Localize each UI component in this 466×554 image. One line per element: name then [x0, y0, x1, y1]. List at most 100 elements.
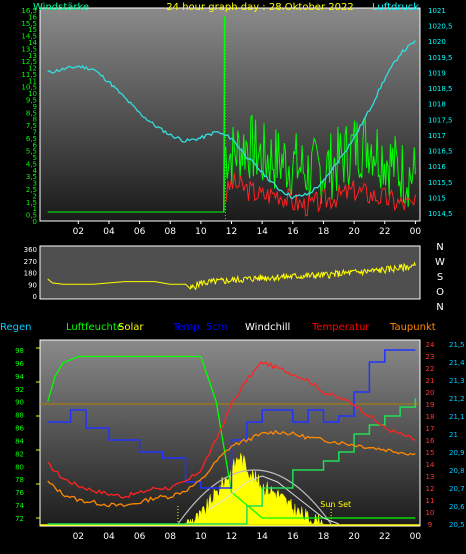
- humidity-tick: 96: [15, 360, 24, 368]
- y-left-tick: 11: [28, 77, 37, 85]
- y-right-tick: 1018: [428, 101, 446, 109]
- x-tick-label: 10: [195, 227, 207, 237]
- x-tick-label: 22: [379, 227, 390, 237]
- humidity-tick: 80: [15, 463, 24, 471]
- y-left-tick: 0,5: [26, 212, 37, 220]
- legend-item: Luftfeuchte: [66, 322, 123, 333]
- legend-item: Solar: [118, 322, 144, 333]
- humidity-tick: 78: [15, 476, 24, 484]
- dir-y-tick: 90: [28, 281, 37, 289]
- temp-tick: 9: [428, 521, 432, 529]
- y-left-tick: 3,5: [26, 173, 37, 181]
- temp5cm-line: [47, 349, 416, 489]
- humidity-line: [47, 355, 416, 519]
- y-left-tick: 6,5: [26, 135, 37, 143]
- y-left-tick: 5: [33, 154, 37, 162]
- temp-tick: 23: [426, 353, 435, 361]
- y-right-tick: 1017,5: [428, 116, 453, 124]
- y-left-tick: 4,5: [26, 161, 37, 169]
- direction-label: S: [437, 272, 443, 283]
- y-left-tick: 1,5: [26, 199, 37, 207]
- y-left-tick: 2,5: [26, 186, 37, 194]
- temperature-line: [47, 361, 416, 499]
- x-tick-label: 02: [73, 532, 84, 542]
- y-left-tick: 16: [28, 13, 37, 21]
- y-left-tick: 3: [33, 180, 37, 188]
- rain-tick: 20,7: [449, 485, 465, 493]
- rain-tick: 21,4: [449, 359, 465, 367]
- windchill-line: [208, 475, 339, 525]
- sun-path-arc: [177, 469, 332, 525]
- y-left-tick: 14: [28, 39, 37, 47]
- direction-label: W: [435, 257, 445, 268]
- y-left-tick: 7,5: [26, 122, 37, 130]
- y-left-tick: 14,5: [21, 33, 37, 41]
- rain-tick: 20,9: [449, 449, 465, 457]
- x-tick-label: 06: [134, 227, 146, 237]
- direction-label: N: [436, 302, 443, 313]
- y-right-tick: 1018,5: [428, 85, 453, 93]
- y-left-tick: 0: [33, 218, 37, 226]
- y-left-tick: 9: [33, 103, 37, 111]
- x-tick-label: 02: [73, 227, 84, 237]
- chart1-left-label: Windstärke: [33, 2, 89, 13]
- rain-tick: 20,8: [449, 467, 465, 475]
- pressure-line: [47, 40, 416, 200]
- y-left-tick: 15: [28, 26, 37, 34]
- x-tick-label: 04: [103, 227, 115, 237]
- x-tick-label: 12: [226, 532, 237, 542]
- wind-gust-line: [224, 173, 416, 217]
- x-tick-label: 14: [256, 532, 268, 542]
- chart1-title: 24 hour graph day : 28.Oktober 2022: [166, 2, 353, 13]
- y-left-tick: 7: [33, 129, 37, 137]
- y-left-tick: 1: [33, 205, 37, 213]
- y-right-tick: 1020,5: [428, 23, 453, 31]
- x-tick-label: 16: [287, 532, 299, 542]
- x-tick-label: 12: [226, 227, 237, 237]
- y-left-tick: 13: [28, 52, 37, 60]
- y-left-tick: 10: [28, 90, 37, 98]
- humidity-tick: 90: [15, 399, 24, 407]
- humidity-tick: 92: [15, 386, 24, 394]
- x-tick-label: 16: [287, 227, 299, 237]
- rain-tick: 20,5: [449, 521, 465, 529]
- legend-item: Windchill: [245, 322, 290, 333]
- y-right-tick: 1021: [428, 7, 446, 15]
- rain-tick: 20,6: [449, 503, 465, 511]
- dewpoint-line: [47, 429, 416, 508]
- rain-line: [47, 398, 417, 525]
- x-tick-label: 14: [256, 227, 268, 237]
- humidity-tick: 98: [15, 347, 24, 355]
- rain-tick: 21,1: [449, 413, 465, 421]
- temp-tick: 20: [426, 389, 435, 397]
- x-tick-label: 20: [348, 532, 360, 542]
- x-tick-label: 22: [379, 532, 390, 542]
- x-tick-label: 00: [410, 227, 422, 237]
- humidity-tick: 72: [15, 515, 24, 523]
- y-right-tick: 1020: [428, 38, 446, 46]
- direction-label: N: [436, 242, 443, 253]
- temp-tick: 10: [426, 509, 435, 517]
- temp-tick: 24: [426, 341, 435, 349]
- y-left-tick: 16,5: [21, 7, 37, 15]
- y-right-tick: 1016: [428, 163, 446, 171]
- x-tick-label: 18: [318, 532, 330, 542]
- temp-tick: 21: [426, 377, 435, 385]
- temp-tick: 22: [426, 365, 435, 373]
- x-tick-label: 20: [348, 227, 360, 237]
- temp-tick: 11: [426, 497, 435, 505]
- x-tick-label: 04: [103, 532, 115, 542]
- rain-tick: 21: [449, 431, 458, 439]
- humidity-tick: 76: [15, 489, 24, 497]
- humidity-tick: 86: [15, 425, 24, 433]
- legend-item: Regen: [0, 322, 32, 333]
- y-left-tick: 15,5: [21, 20, 37, 28]
- x-tick-label: 00: [410, 532, 422, 542]
- solar-area: [185, 453, 324, 525]
- y-left-tick: 8: [33, 116, 37, 124]
- y-left-tick: 4: [33, 167, 38, 175]
- rain-tick: 21,3: [449, 377, 465, 385]
- temp-tick: 18: [426, 413, 435, 421]
- y-left-tick: 8,5: [26, 109, 37, 117]
